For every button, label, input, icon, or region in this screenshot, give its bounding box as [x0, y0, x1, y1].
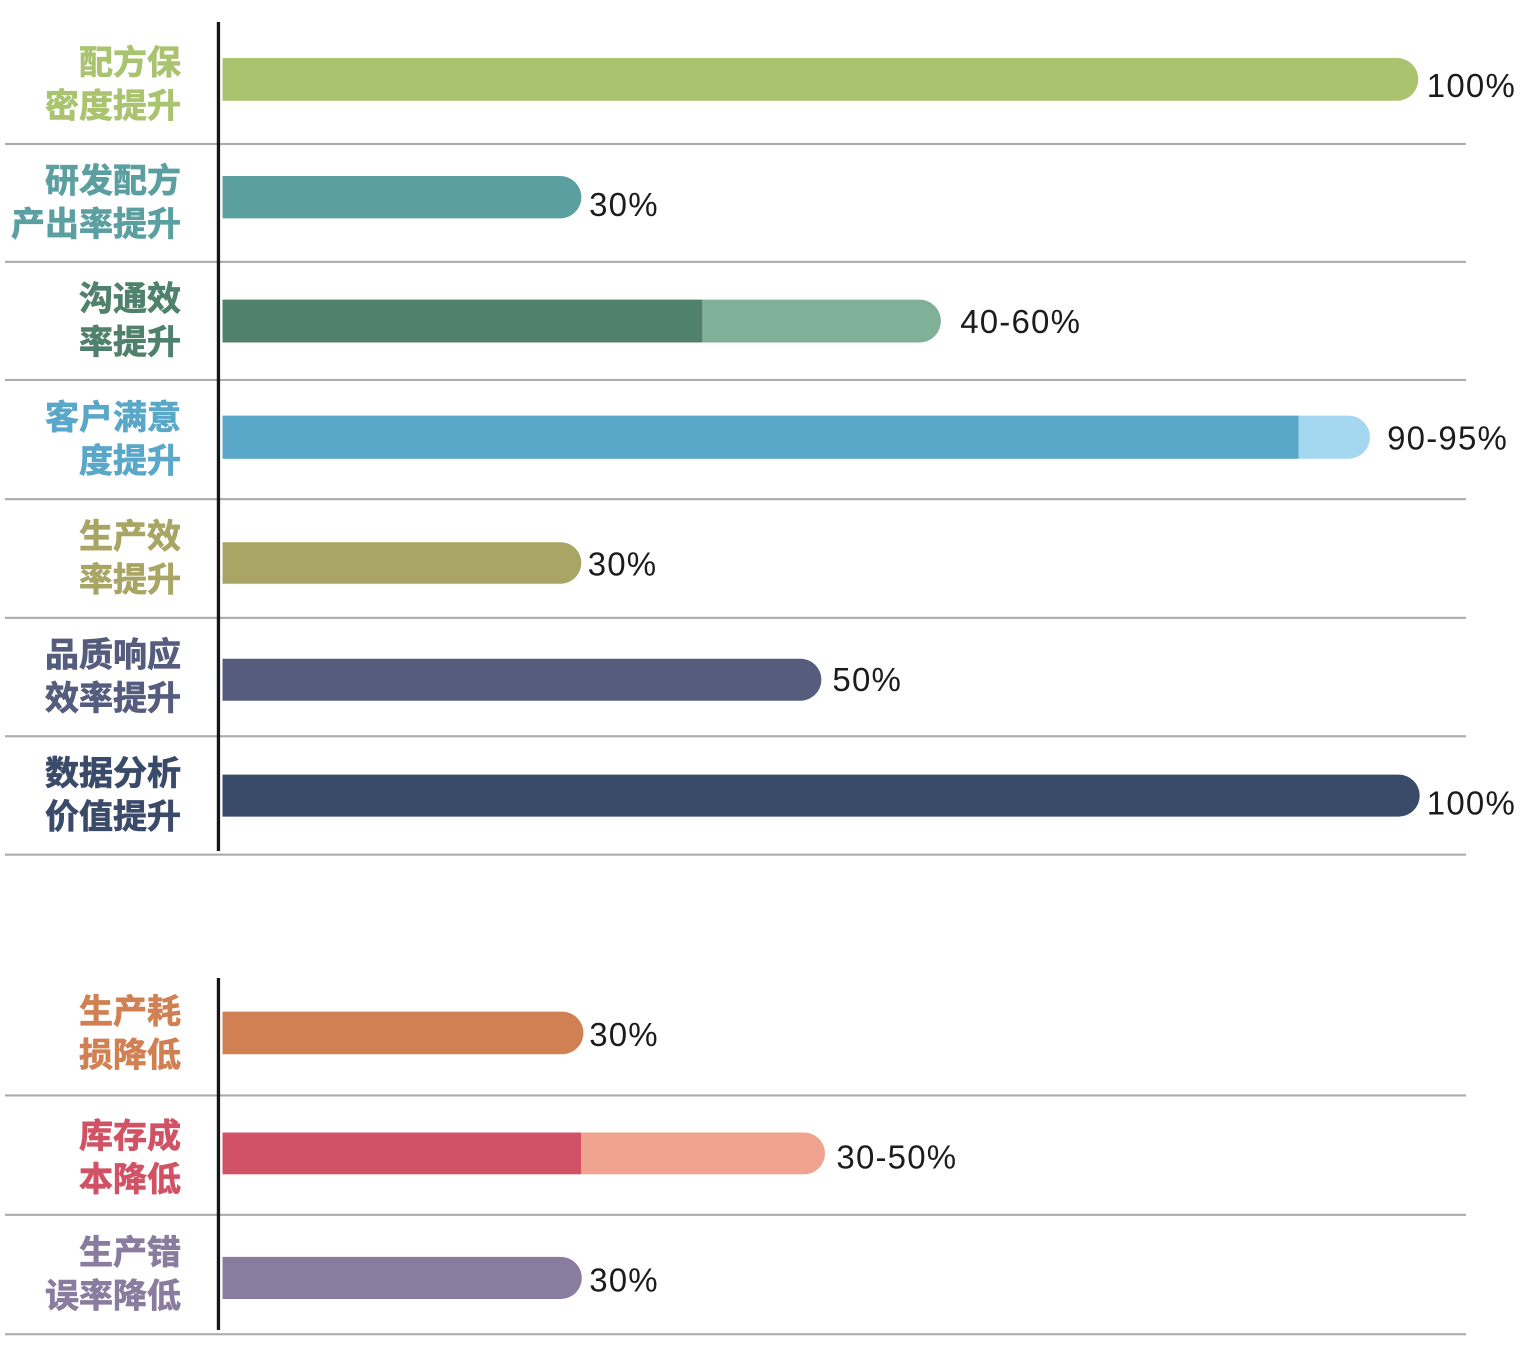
svg-text:30%: 30% [589, 1261, 659, 1298]
svg-text:40-60%: 40-60% [960, 303, 1081, 340]
svg-text:100%: 100% [1427, 67, 1516, 104]
svg-text:30-50%: 30-50% [836, 1139, 957, 1176]
svg-text:30%: 30% [589, 186, 659, 223]
svg-text:30%: 30% [589, 1016, 659, 1053]
svg-text:90-95%: 90-95% [1387, 420, 1508, 457]
svg-text:30%: 30% [588, 546, 658, 583]
svg-text:50%: 50% [832, 661, 902, 698]
svg-text:100%: 100% [1427, 785, 1516, 822]
